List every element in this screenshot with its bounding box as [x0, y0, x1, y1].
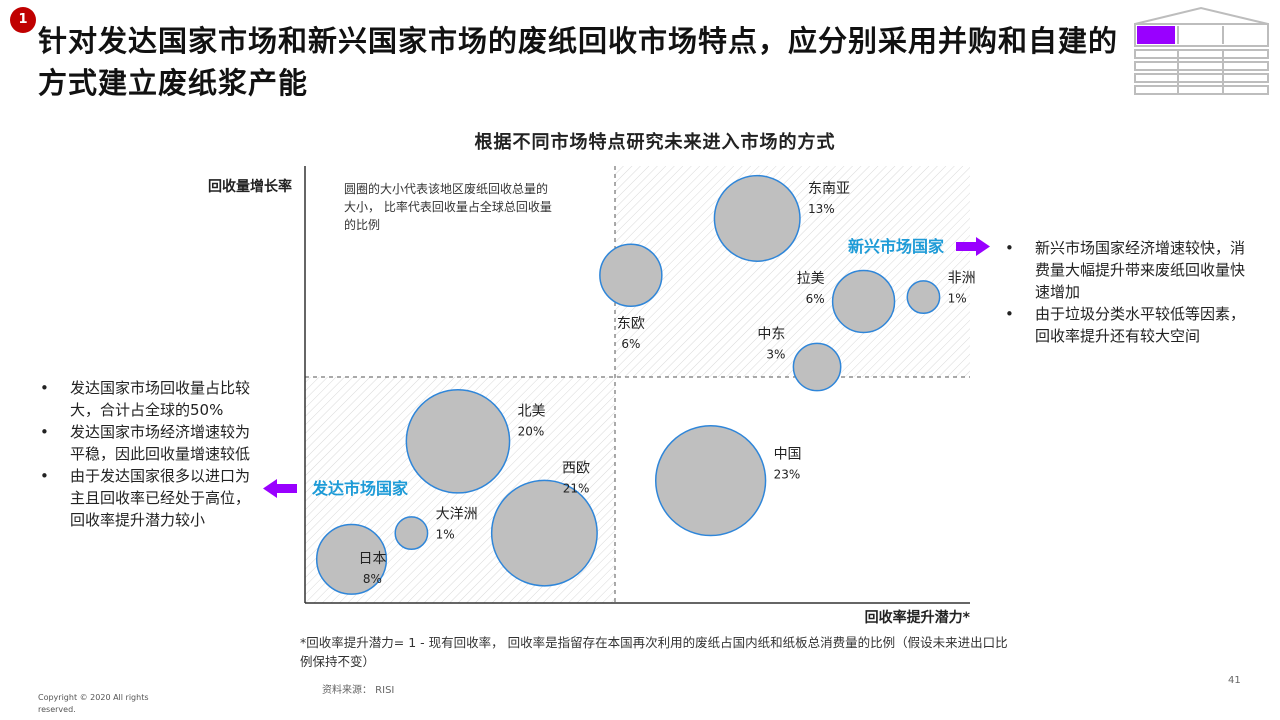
page-title: 针对发达国家市场和新兴国家市场的废纸回收市场特点，应分别采用并购和自建的方式建立…	[38, 24, 1119, 100]
building-logo-icon	[1134, 6, 1269, 95]
bubble-日本	[315, 523, 388, 595]
developed-bullets: 发达国家市场回收量占比较大，合计占全球的50% 发达国家市场经济增速较为平稳，因…	[38, 377, 260, 531]
bubble-label-日本: 日本	[358, 551, 386, 567]
developed-market-label: 发达市场国家	[311, 479, 409, 498]
bubble-label-东欧: 东欧	[617, 316, 645, 332]
bubble-东欧	[599, 243, 663, 307]
bubble-value-非洲: 1%	[948, 292, 967, 306]
x-axis-label: 回收率提升潜力*	[865, 609, 971, 626]
bubble-label-拉美: 拉美	[797, 271, 825, 287]
bubble-value-拉美: 6%	[806, 292, 825, 306]
bubble-label-大洋洲: 大洋洲	[436, 507, 478, 523]
y-axis-label: 回收量增长率	[208, 178, 292, 195]
chart-title: 根据不同市场特点研究未来进入市场的方式	[474, 132, 836, 153]
bubble-label-西欧: 西欧	[562, 460, 590, 476]
bubble-value-中东: 3%	[766, 348, 785, 362]
bubble-中东	[792, 342, 842, 392]
bubble-value-日本: 8%	[363, 572, 382, 586]
bubble-label-中国: 中国	[774, 447, 802, 463]
bubble-大洋洲	[394, 516, 429, 551]
bubble-label-中东: 中东	[757, 327, 785, 343]
bubble-label-东南亚: 东南亚	[808, 181, 850, 197]
bubble-label-非洲: 非洲	[948, 271, 976, 287]
bubble-中国	[654, 424, 767, 537]
bubble-北美	[405, 388, 511, 494]
bullet-item: 新兴市场国家经济增速较快，消费量大幅提升带来废纸回收量快速增加	[1003, 237, 1253, 303]
bubble-value-东南亚: 13%	[808, 202, 835, 216]
bullet-item: 由于垃圾分类水平较低等因素，回收率提升还有较大空间	[1003, 303, 1253, 347]
legend-note: 圆圈的大小代表该地区废纸回收总量的大小， 比率代表回收量占全球总回收量的比例	[344, 182, 552, 232]
bubble-value-大洋洲: 1%	[436, 528, 455, 542]
bubble-value-东欧: 6%	[621, 337, 640, 351]
emerging-market-label: 新兴市场国家	[848, 237, 945, 256]
bubble-西欧	[490, 479, 598, 587]
bubble-非洲	[906, 280, 941, 315]
bubble-东南亚	[713, 174, 801, 262]
bullet-item: 发达国家市场经济增速较为平稳，因此回收量增速较低	[38, 421, 260, 465]
copyright: Copyright © 2020 All rights reserved.	[38, 693, 149, 714]
bubble-value-西欧: 21%	[563, 481, 590, 495]
right-arrow-icon	[956, 237, 990, 256]
footnote: *回收率提升潜力= 1 - 现有回收率， 回收率是指留存在本国再次利用的废纸占国…	[300, 635, 1008, 669]
left-arrow-icon	[263, 479, 297, 498]
bullet-item: 由于发达国家很多以进口为主且回收率已经处于高位，回收率提升潜力较小	[38, 465, 260, 531]
bubble-拉美	[831, 269, 896, 334]
bubble-layer: 东南亚 13% 东欧 6% 拉美 6% 非洲 1% 中东 3% 北美 20% 西欧 21% 中国 23% 大洋洲…	[315, 174, 976, 595]
bubble-value-北美: 20%	[518, 425, 545, 439]
emerging-bullets: 新兴市场国家经济增速较快，消费量大幅提升带来废纸回收量快速增加 由于垃圾分类水平…	[1003, 237, 1253, 347]
bubble-value-中国: 23%	[774, 468, 801, 482]
slide-number-badge: 1	[10, 7, 36, 33]
bubble-label-北美: 北美	[518, 404, 546, 420]
source-note: 资料来源： RISI	[322, 685, 395, 696]
bullet-item: 发达国家市场回收量占比较大，合计占全球的50%	[38, 377, 260, 421]
page-number: 41	[1228, 675, 1241, 686]
